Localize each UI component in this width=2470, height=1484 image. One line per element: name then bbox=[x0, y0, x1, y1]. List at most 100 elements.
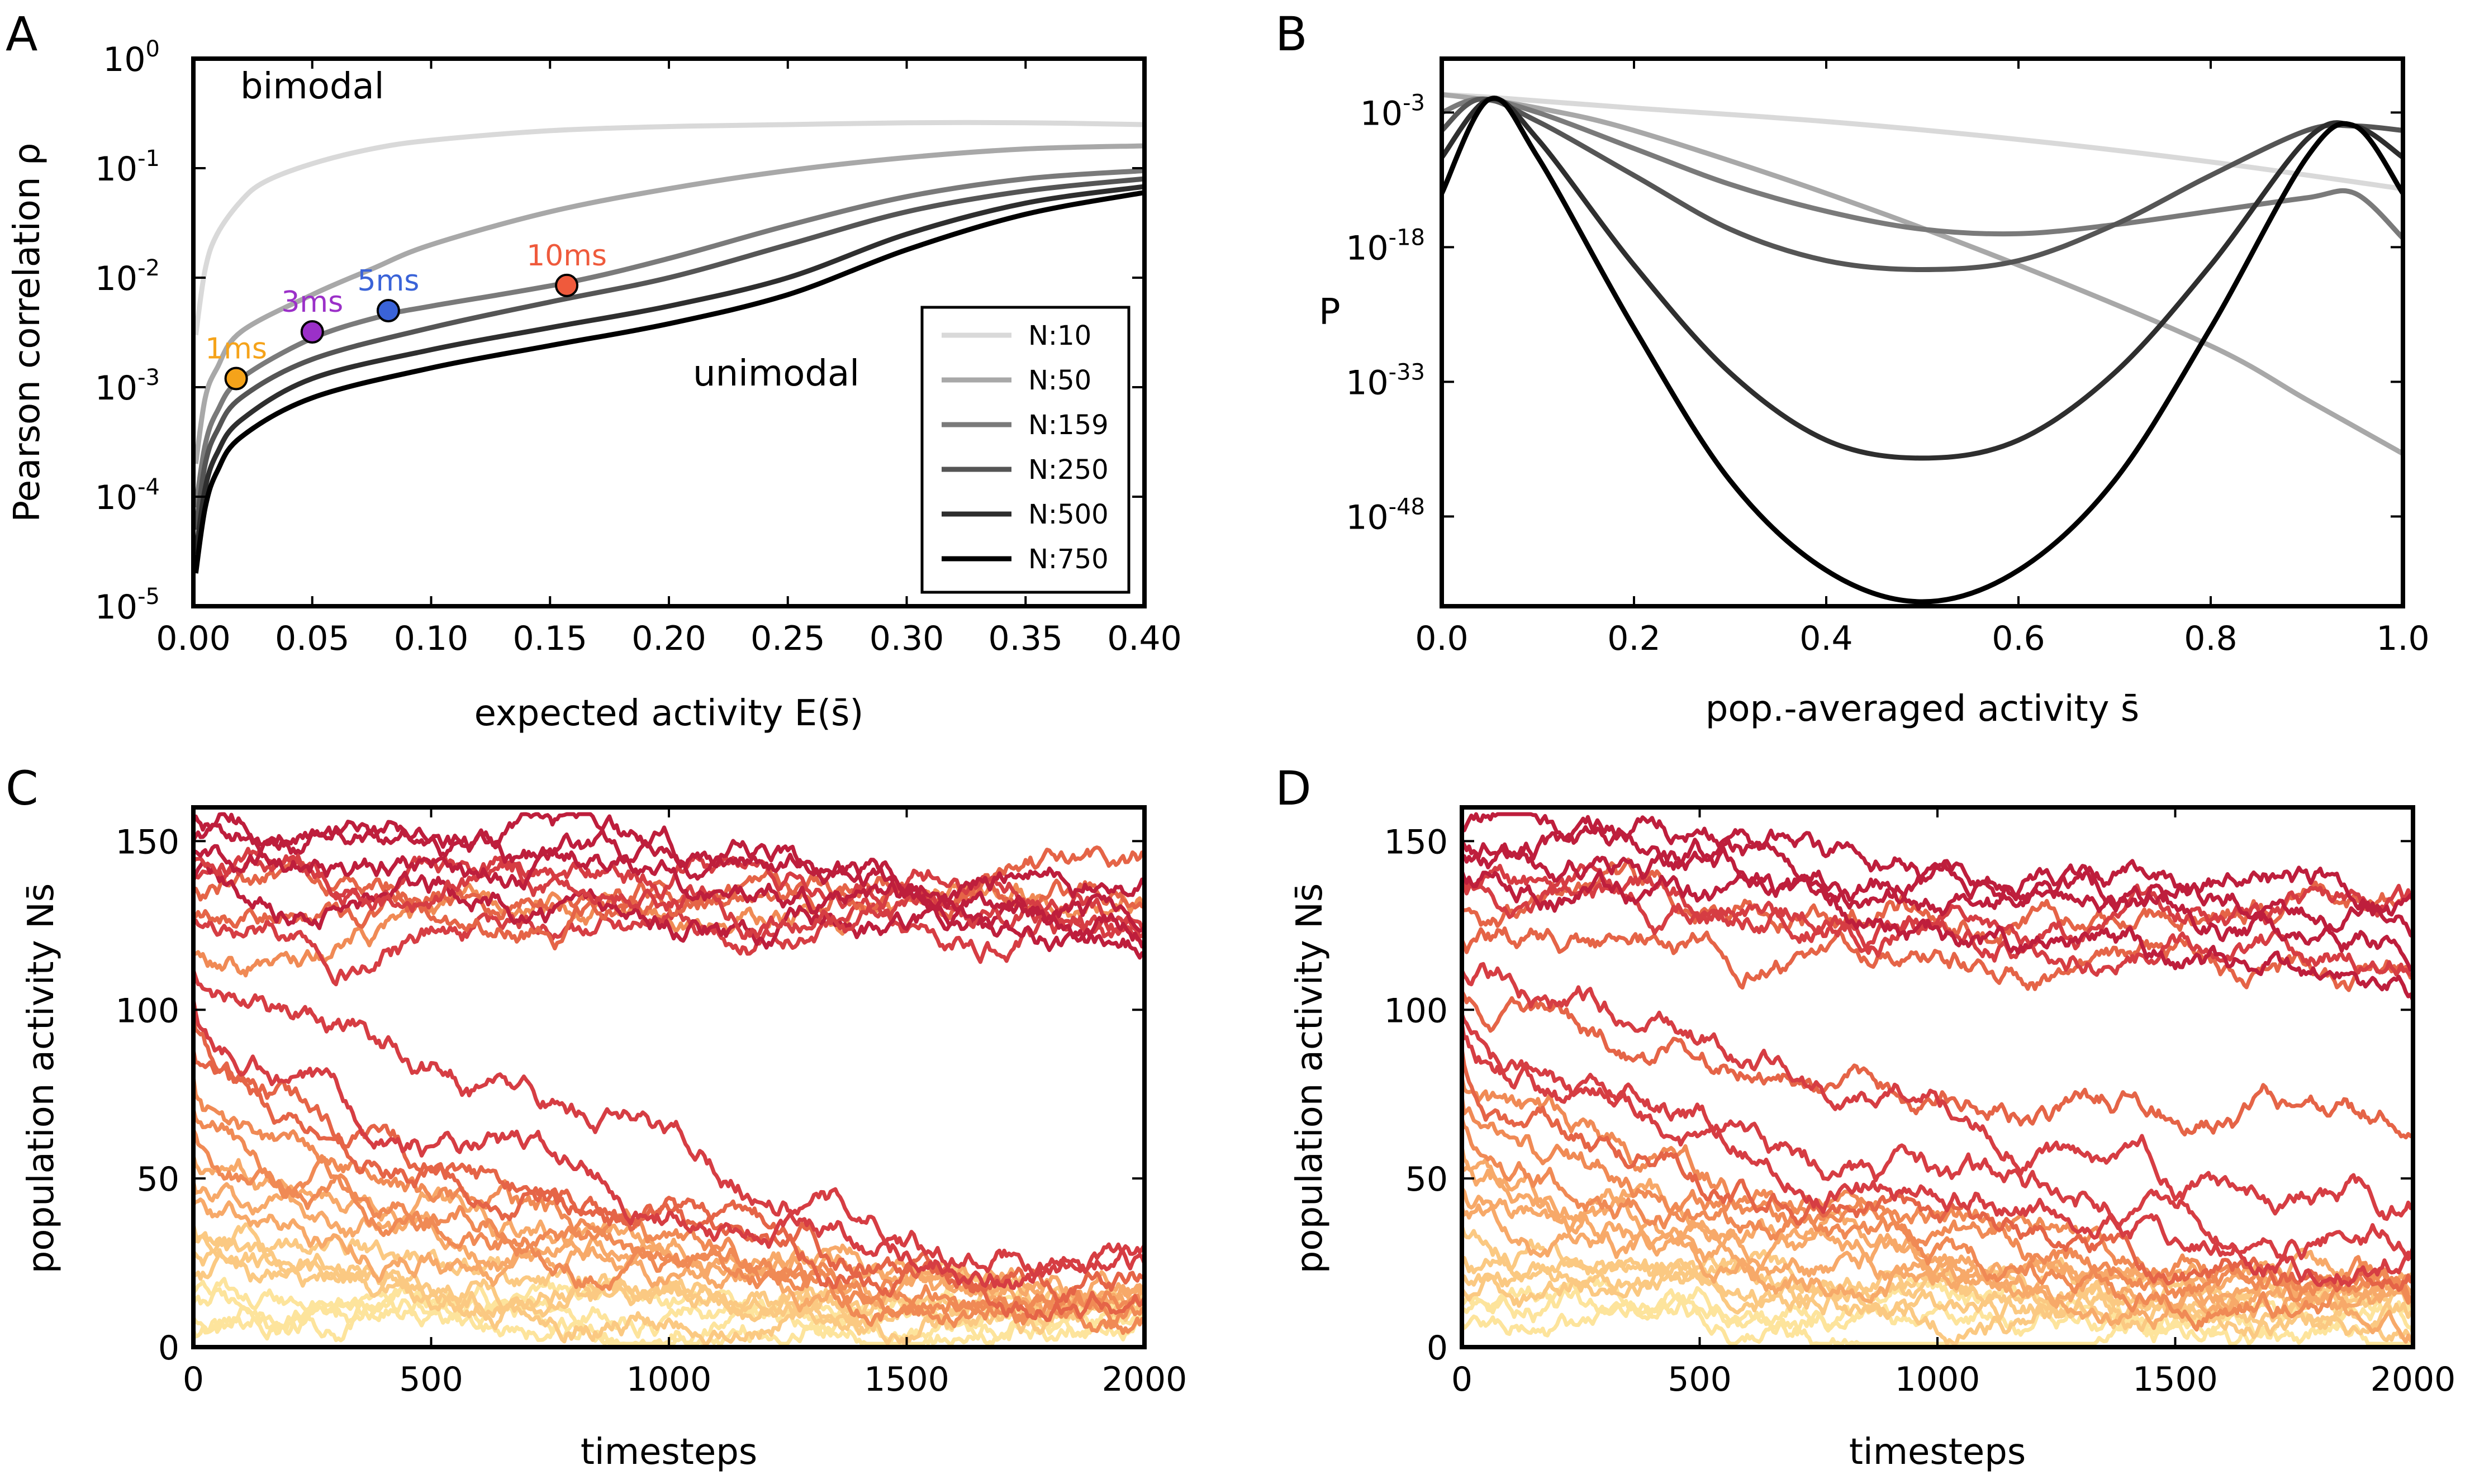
panel-b-x-ticks: 0.0 0.2 0.4 0.6 0.8 1.0 bbox=[1415, 59, 2430, 658]
y-tick-label: 0 bbox=[158, 1329, 179, 1368]
y-tick-label: 50 bbox=[137, 1160, 179, 1199]
marker-label-1ms: 1ms bbox=[205, 332, 267, 365]
trace-run-11 bbox=[1460, 1013, 2415, 1287]
panel-letter-c: C bbox=[6, 761, 39, 816]
panel-letter-d: D bbox=[1275, 761, 1312, 816]
trace-run-16 bbox=[1460, 1117, 2415, 1332]
x-tick-label: 0 bbox=[1451, 1360, 1472, 1399]
marker-label-3ms: 3ms bbox=[281, 286, 343, 319]
trace-run-12 bbox=[1460, 1023, 2415, 1278]
trace-run-16 bbox=[191, 1109, 1147, 1327]
x-tick-label: 0.40 bbox=[1107, 619, 1182, 658]
trace-run-12 bbox=[191, 998, 1146, 1278]
trace-run-2 bbox=[1460, 825, 2414, 972]
x-tick-label: 0.6 bbox=[1992, 619, 2045, 658]
trace-run-3 bbox=[192, 812, 1147, 903]
series-n-500 bbox=[1440, 96, 2405, 461]
legend-label: N:250 bbox=[1028, 454, 1109, 486]
legend-box bbox=[920, 306, 1130, 594]
x-tick-label: 0.10 bbox=[394, 619, 469, 658]
marker-10ms bbox=[555, 273, 579, 297]
x-tick-label: 500 bbox=[399, 1360, 463, 1399]
series-n-750 bbox=[1439, 96, 2405, 605]
trace-run-10 bbox=[193, 882, 1146, 978]
y-tick-label: 10-18 bbox=[1346, 225, 1425, 268]
x-tick-label: 0.2 bbox=[1607, 619, 1660, 658]
x-tick-label: 0.30 bbox=[870, 619, 944, 658]
x-tick-label: 500 bbox=[1668, 1360, 1732, 1399]
y-tick-label: 100 bbox=[1384, 991, 1448, 1030]
x-tick-label: 1500 bbox=[864, 1360, 949, 1399]
panel-c-y-axis-label: population activity Ns̄ bbox=[21, 883, 62, 1273]
series-n-10 bbox=[1441, 92, 2404, 192]
legend-label: N:750 bbox=[1028, 544, 1109, 575]
trace-run-13 bbox=[1460, 1049, 2414, 1293]
series-n-250 bbox=[193, 176, 1145, 530]
x-tick-label: 0.05 bbox=[275, 619, 350, 658]
panel-letter-a: A bbox=[6, 7, 37, 61]
y-tick-label: 150 bbox=[1384, 822, 1448, 862]
panel-b-plot bbox=[1439, 92, 2405, 605]
x-tick-label: 1000 bbox=[626, 1360, 712, 1399]
panel-d-x-axis-label: timesteps bbox=[1849, 1431, 2026, 1473]
series-n-750 bbox=[193, 190, 1145, 574]
y-tick-label: 100 bbox=[103, 36, 160, 79]
x-tick-label: 2000 bbox=[1102, 1360, 1188, 1399]
series-n-159 bbox=[1441, 96, 2405, 240]
y-tick-label: 150 bbox=[115, 822, 179, 862]
series-n-159 bbox=[193, 168, 1145, 508]
trace-run-10 bbox=[1460, 990, 2414, 1140]
trace-run-1 bbox=[1460, 812, 2414, 933]
y-tick-label: 10-3 bbox=[1360, 90, 1425, 133]
panel-letter-b: B bbox=[1275, 7, 1308, 61]
panel-c-x-axis-label: timesteps bbox=[581, 1431, 757, 1473]
x-tick-label: 0.8 bbox=[2184, 619, 2237, 658]
y-tick-label: 10-1 bbox=[95, 146, 160, 189]
x-tick-label: 1500 bbox=[2132, 1360, 2218, 1399]
y-tick-label: 10-2 bbox=[95, 255, 160, 298]
marker-3ms bbox=[300, 320, 324, 344]
legend-label: N:10 bbox=[1028, 320, 1091, 351]
panel-c-x-ticks: 0 500 1000 1500 2000 bbox=[183, 807, 1187, 1399]
panel-c-y-ticks: 0 50 100 150 bbox=[115, 822, 1144, 1368]
trace-run-4 bbox=[1460, 869, 2415, 1002]
trace-run-15 bbox=[1460, 1096, 2415, 1305]
trace-run-14 bbox=[1460, 1077, 2415, 1305]
y-tick-label: 50 bbox=[1405, 1160, 1448, 1199]
panel-b-frame bbox=[1440, 56, 2405, 608]
y-tick-label: 10-4 bbox=[95, 474, 160, 517]
marker-5ms bbox=[376, 299, 400, 323]
trace-run-5 bbox=[191, 860, 1145, 960]
panel-d-x-ticks: 0 500 1000 1500 2000 bbox=[1451, 807, 2455, 1399]
x-tick-label: 1.0 bbox=[2376, 619, 2429, 658]
x-tick-label: 0.25 bbox=[750, 619, 825, 658]
panel-b-y-axis-label: P bbox=[1319, 292, 1341, 333]
trace-run-8 bbox=[1460, 926, 2415, 992]
trace-run-2 bbox=[191, 822, 1146, 933]
panel-b: B 0.0 0.2 0.4 0.6 0.8 1.0 10-3 10-18 10-33 10-48… bbox=[1275, 7, 2430, 730]
series-n-500 bbox=[193, 184, 1145, 555]
legend-label: N:500 bbox=[1028, 499, 1109, 530]
trace-run-14 bbox=[191, 1049, 1146, 1304]
panel-c: C 0 500 1000 1500 2000 0 50 100 150 timesteps p… bbox=[6, 761, 1187, 1473]
trace-run-7 bbox=[192, 845, 1147, 921]
panel-a-y-axis-label: Pearson correlation ρ bbox=[7, 143, 48, 522]
x-tick-label: 2000 bbox=[2371, 1360, 2456, 1399]
trace-run-17 bbox=[1460, 1147, 2415, 1309]
x-tick-label: 0.0 bbox=[1415, 619, 1468, 658]
y-tick-label: 100 bbox=[115, 991, 179, 1030]
trace-run-20 bbox=[192, 1197, 1146, 1310]
series-n-250 bbox=[1440, 96, 2404, 272]
series-n-50 bbox=[1441, 92, 2405, 456]
trace-run-4 bbox=[192, 853, 1147, 940]
panel-a-x-axis-label: expected activity E(s̄) bbox=[474, 693, 864, 734]
trace-run-24 bbox=[1460, 1271, 2415, 1336]
panel-a-y-ticks: 10-5 10-4 10-3 10-2 10-1 100 bbox=[95, 36, 1144, 627]
panel-b-y-ticks: 10-3 10-18 10-33 10-48 bbox=[1346, 90, 2403, 537]
panel-d-y-ticks: 0 50 100 150 bbox=[1384, 822, 2413, 1368]
panel-d-plot bbox=[1460, 812, 2415, 1346]
x-tick-label: 0.35 bbox=[988, 619, 1063, 658]
y-tick-label: 10-33 bbox=[1346, 359, 1425, 402]
